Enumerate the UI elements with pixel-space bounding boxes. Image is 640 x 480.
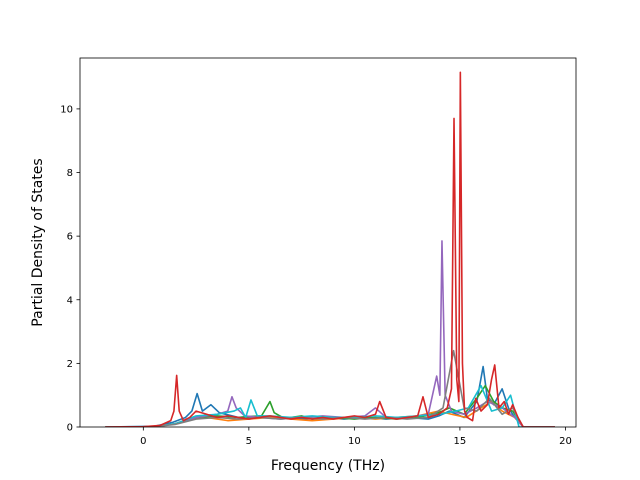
- y-tick-label: 4: [67, 295, 73, 306]
- x-axis-label: Frequency (THz): [271, 458, 385, 474]
- x-tick-label: 10: [348, 436, 361, 447]
- series-layer: [105, 71, 555, 427]
- x-tick-label: 15: [454, 436, 467, 447]
- series-line-4: [105, 240, 555, 427]
- x-tick-label: 20: [559, 436, 572, 447]
- y-tick-label: 0: [67, 423, 73, 434]
- axes-layer: [79, 57, 577, 428]
- x-axis-ticks: 0 5 10 15 20: [140, 427, 572, 447]
- series-line-6: [105, 349, 555, 427]
- y-axis-label: Partial Density of States: [30, 158, 46, 326]
- y-axis-ticks: 0 2 4 6 8 10: [60, 104, 80, 434]
- series-line-7: [105, 71, 555, 427]
- plot-area-frame: [79, 57, 577, 428]
- y-tick-label: 2: [67, 359, 73, 370]
- x-tick-label: 5: [246, 436, 252, 447]
- y-tick-label: 10: [60, 104, 73, 115]
- y-tick-label: 8: [67, 168, 73, 179]
- x-tick-label: 0: [140, 436, 146, 447]
- y-tick-label: 6: [67, 232, 73, 243]
